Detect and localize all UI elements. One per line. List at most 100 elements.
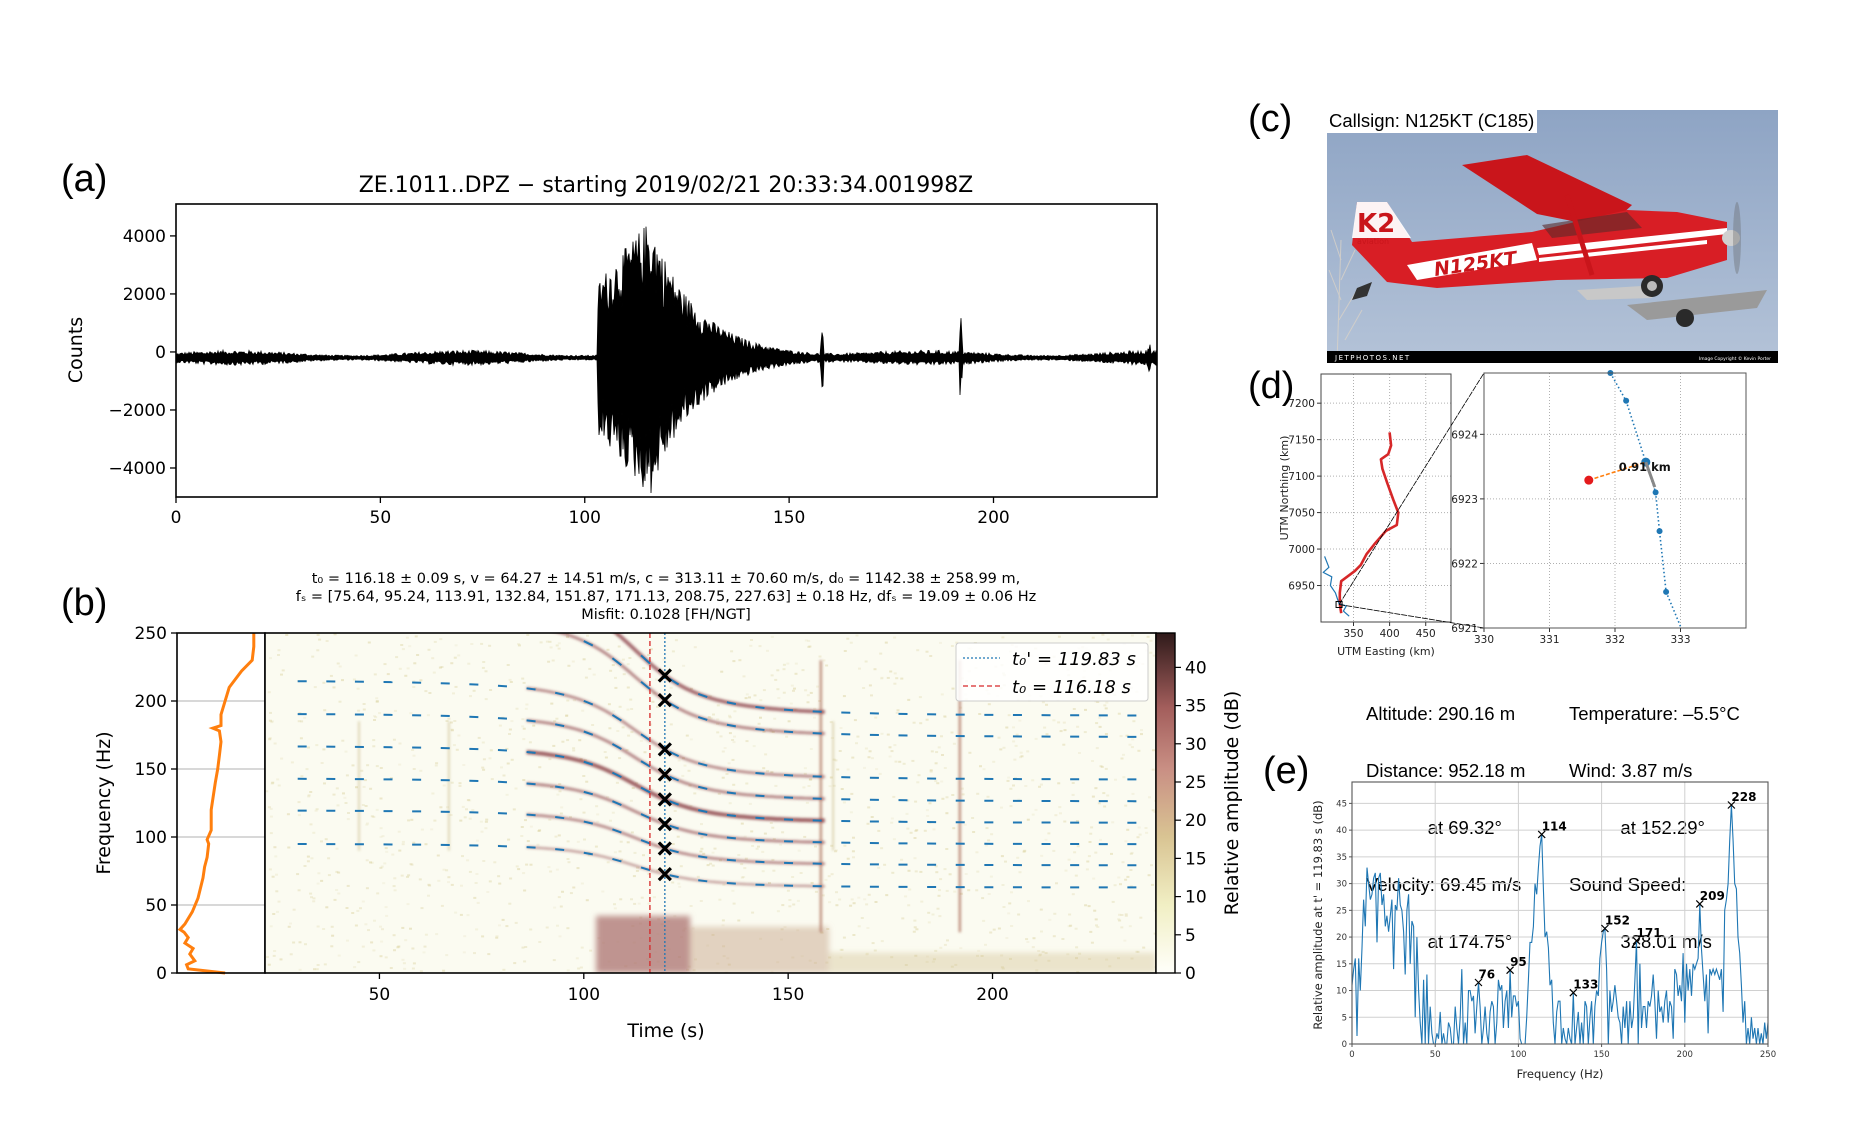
noise-speck (297, 814, 301, 817)
x-tick-label: 250 (1760, 1050, 1776, 1060)
noise-speck (329, 674, 333, 677)
noise-speck (939, 946, 943, 949)
noise-speck (1040, 854, 1044, 857)
noise-speck (1120, 757, 1124, 760)
noise-speck (272, 913, 276, 915)
noise-speck (914, 870, 918, 873)
noise-speck (874, 716, 878, 719)
tail-logo: K2 (1357, 209, 1395, 239)
noise-speck (458, 785, 462, 787)
noise-speck (617, 645, 621, 648)
noise-speck (1087, 855, 1091, 858)
x-tick-label: 150 (1593, 1050, 1609, 1060)
noise-speck (1124, 913, 1128, 916)
noise-speck (1142, 946, 1146, 949)
noise-speck (566, 969, 570, 972)
noise-speck (1094, 851, 1098, 854)
noise-speck (379, 835, 383, 838)
noise-speck (412, 768, 416, 770)
noise-speck (886, 733, 890, 736)
noise-speck (804, 689, 808, 692)
noise-speck (1132, 720, 1136, 723)
photo-watermark: JETPHOTOS.NET (1334, 354, 1411, 362)
noise-speck (571, 660, 575, 663)
noise-speck (637, 902, 641, 905)
noise-speck (982, 919, 986, 922)
noise-speck (309, 791, 313, 793)
noise-speck (846, 857, 850, 860)
noise-speck (890, 750, 894, 753)
model-dash (583, 640, 594, 647)
noise-speck (357, 709, 361, 712)
noise-speck (816, 685, 819, 688)
x-tick-label: 330 (1474, 634, 1494, 646)
noise-speck (945, 812, 949, 815)
noise-speck (997, 927, 1001, 930)
noise-speck (835, 891, 838, 894)
noise-speck (806, 701, 810, 704)
noise-speck (351, 764, 355, 767)
noise-speck (344, 750, 348, 753)
noise-speck (401, 926, 405, 929)
x-tick-label: 50 (369, 985, 391, 1005)
noise-speck (345, 907, 349, 909)
noise-speck (366, 764, 370, 767)
noise-speck (914, 800, 918, 803)
noise-speck (532, 724, 536, 727)
noise-speck (322, 748, 326, 751)
noise-speck (285, 634, 289, 636)
distance-text: Distance: 952.18 m (1366, 760, 1526, 781)
noise-speck (717, 792, 721, 795)
noise-speck (805, 801, 809, 804)
x-tick-label: 0 (1349, 1050, 1354, 1060)
noise-speck (1151, 809, 1155, 812)
model-dash (698, 832, 708, 836)
x-tick-label: 331 (1539, 634, 1559, 646)
noise-speck (582, 811, 586, 814)
noise-speck (1009, 787, 1013, 790)
noise-speck (591, 724, 595, 726)
noise-speck (838, 898, 842, 901)
noise-speck (450, 728, 454, 731)
noise-speck (689, 738, 693, 741)
noise-speck (373, 673, 377, 676)
noise-speck (384, 906, 388, 909)
noise-speck (707, 716, 711, 719)
noise-speck (379, 866, 383, 869)
noise-speck (744, 697, 748, 700)
noise-speck (1154, 909, 1156, 912)
noise-speck (955, 641, 959, 644)
noise-speck (1078, 752, 1081, 754)
noise-speck (578, 739, 582, 742)
noise-speck (482, 860, 486, 862)
noise-speck (438, 666, 442, 669)
noise-speck (480, 642, 484, 645)
noise-speck (1012, 740, 1016, 743)
noise-speck (1100, 765, 1104, 768)
noise-speck (883, 863, 887, 866)
panel-d-left-ylabel: UTM Northing (km) (1278, 436, 1291, 541)
noise-speck (332, 793, 336, 796)
noise-speck (522, 727, 526, 730)
noise-speck (378, 712, 382, 715)
noise-speck (341, 679, 344, 682)
noise-speck (428, 692, 432, 694)
noise-speck (1136, 836, 1140, 839)
model-dash (755, 705, 765, 709)
noise-speck (310, 896, 313, 899)
noise-speck (407, 819, 411, 822)
noise-speck (566, 927, 570, 930)
noise-speck (427, 648, 431, 651)
noise-speck (594, 845, 598, 848)
noise-speck (1117, 876, 1121, 879)
noise-speck (289, 953, 293, 956)
noise-speck (721, 750, 725, 753)
noise-speck (843, 650, 847, 652)
y-tick-label: 2000 (123, 285, 166, 305)
noise-speck (316, 649, 320, 652)
noise-speck (629, 799, 633, 802)
noise-speck (1032, 937, 1036, 940)
noise-speck (943, 715, 947, 718)
noise-speck (740, 876, 744, 879)
overview-tracks (1322, 432, 1400, 617)
